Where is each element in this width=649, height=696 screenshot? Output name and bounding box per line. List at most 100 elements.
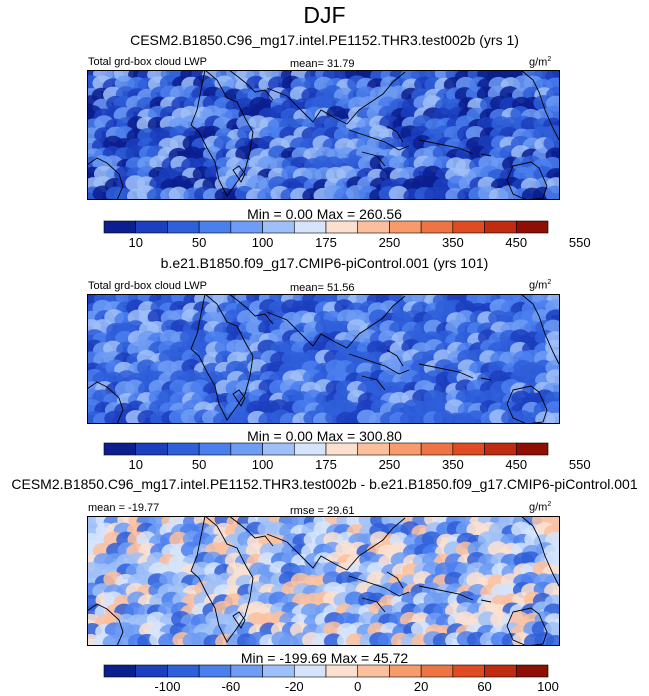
colorbar-tick-label: 20 (414, 679, 428, 694)
panel-2-map (87, 294, 560, 424)
coastline (228, 70, 274, 101)
coastline (190, 294, 254, 421)
coastline (480, 599, 492, 603)
coastline (418, 585, 474, 601)
coastline (520, 516, 560, 587)
coastline (266, 71, 406, 125)
colorbar-swatch (325, 220, 359, 234)
coastline (348, 353, 410, 375)
colorbar-swatch (293, 442, 327, 456)
colorbar-tick-label: 550 (569, 457, 591, 472)
colorbar-tick-label: 0 (354, 679, 361, 694)
colorbar-swatch (167, 220, 200, 234)
colorbar-tick-label: 450 (505, 235, 527, 250)
coastline (232, 389, 246, 407)
coastline (506, 161, 548, 200)
colorbar-swatch (389, 664, 422, 678)
map-field (87, 516, 560, 646)
colorbar-swatch (420, 664, 454, 678)
colorbar-swatch (420, 442, 454, 456)
panel-1-colorbar: 10 50 100 175 250 350 450 550 (103, 220, 591, 250)
colorbar-swatch (198, 220, 232, 234)
coastline (87, 603, 124, 646)
colorbar-swatch (420, 220, 454, 234)
colorbar-swatch (135, 220, 168, 234)
panel-3-title: CESM2.B1850.C96_mg17.intel.PE1152.THR3.t… (11, 476, 638, 492)
colorbar-swatch (515, 664, 549, 678)
colorbar-tick-label: 175 (315, 457, 337, 472)
colorbar-swatch (262, 442, 295, 456)
coastline (520, 70, 560, 141)
coastline (361, 597, 386, 613)
coastline (520, 294, 560, 365)
colorbar-tick-label: 450 (505, 457, 527, 472)
coastline (232, 611, 246, 629)
colorbar-tick-label: 550 (569, 235, 591, 250)
colorbar-swatch (167, 664, 200, 678)
panel-1-minmax: Min = 0.00 Max = 260.56 (247, 206, 402, 222)
panel-2-minmax: Min = 0.00 Max = 300.80 (247, 428, 402, 444)
colorbar-swatch (357, 442, 390, 456)
colorbar-swatch (389, 442, 422, 456)
coastline (480, 377, 492, 381)
colorbar-swatch (325, 442, 359, 456)
coastline (190, 70, 254, 197)
colorbar-tick-label: 250 (379, 235, 401, 250)
colorbar-swatch (452, 220, 485, 234)
coastline (361, 375, 386, 391)
coastline (506, 385, 548, 424)
colorbar-swatch (484, 220, 517, 234)
colorbar-tick-label: 50 (192, 235, 206, 250)
colorbar-swatch (103, 442, 137, 456)
colorbar-tick-label: 100 (252, 457, 274, 472)
colorbar-swatch (389, 220, 422, 234)
coastline (348, 575, 410, 597)
colorbar-swatch (262, 220, 295, 234)
coastline (87, 157, 124, 200)
colorbar-tick-label: 50 (192, 457, 206, 472)
panel-3-mean-label: mean = -19.77 (88, 502, 160, 514)
panel-3-colorbar: -100 -60 -20 0 20 60 100 (103, 664, 559, 694)
map-frame (87, 70, 560, 200)
colorbar-swatch (198, 664, 232, 678)
panel-3-minmax: Min = -199.69 Max = 45.72 (240, 650, 409, 666)
colorbar-tick-label: 175 (315, 235, 337, 250)
panel-2-colorbar: 10 50 100 175 250 350 450 550 (103, 442, 591, 472)
panel-3-rmse-label: rmse = 29.61 (290, 505, 355, 517)
coastline (232, 165, 246, 183)
panel-2-mean-label: mean= 51.56 (290, 282, 355, 294)
colorbar-swatch (452, 664, 485, 678)
panel-3-units: g/m2 (529, 501, 552, 514)
colorbar-tick-label: -100 (154, 679, 180, 694)
colorbar-swatch (167, 442, 200, 456)
colorbar-swatch (230, 442, 263, 456)
map-frame (87, 294, 560, 424)
coastlines (87, 294, 560, 424)
coastline (386, 349, 404, 367)
coastline (228, 294, 274, 325)
coastline (190, 516, 254, 643)
colorbar-swatch (484, 442, 517, 456)
colorbar-swatch (484, 664, 517, 678)
map-field (87, 294, 560, 424)
coastline (386, 571, 404, 589)
colorbar-swatch (230, 664, 263, 678)
panel-2-units: g/m2 (529, 279, 552, 292)
colorbar-tick-label: 350 (442, 457, 464, 472)
panel-1-mean-label: mean= 31.79 (290, 58, 355, 70)
coastline (480, 153, 492, 157)
colorbar-swatch (452, 442, 485, 456)
panel-1-map (87, 70, 560, 200)
panel-3-map (87, 516, 560, 646)
coastline (348, 129, 410, 151)
colorbar-swatch (135, 664, 168, 678)
panel-1-title: CESM2.B1850.C96_mg17.intel.PE1152.THR3.t… (130, 32, 519, 48)
coastline (386, 125, 404, 143)
colorbar-tick-label: 250 (379, 457, 401, 472)
coastlines (87, 70, 560, 200)
colorbar-swatch (293, 220, 327, 234)
panel-1-left-label: Total grd-box cloud LWP (88, 56, 208, 68)
colorbar-swatch (515, 220, 549, 234)
colorbar-tick-label: 350 (442, 235, 464, 250)
map-field (87, 70, 560, 200)
